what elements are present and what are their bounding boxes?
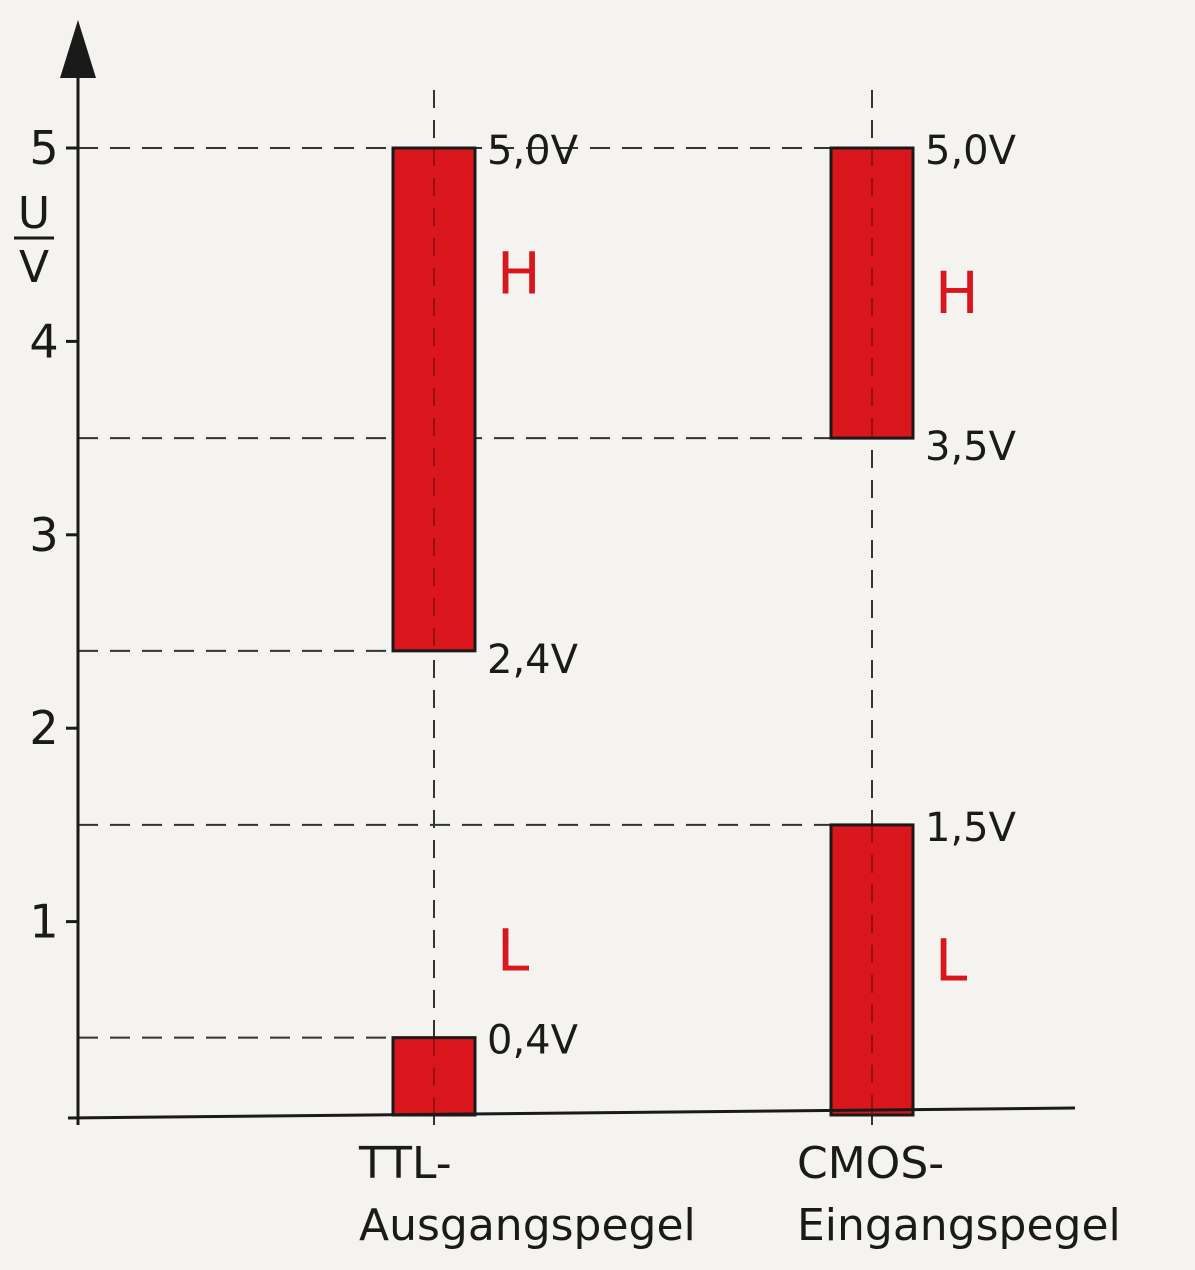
range-high-label: 5,0V [925,128,1017,174]
range-low-label: 2,4V [487,637,579,683]
level-label-h: H [935,259,979,327]
category-label-line1: CMOS- [797,1138,944,1189]
y-axis-unit: U V [14,188,54,293]
y-tick-label: 4 [29,314,58,368]
category-label-line2: Eingangspegel [797,1200,1121,1251]
range-high-label: 1,5V [925,805,1017,851]
level-label-l: L [935,926,967,994]
level-labels: H L H L [497,240,979,995]
y-tick-label: 3 [29,508,58,562]
y-ticks: 1 2 3 4 5 [29,121,78,949]
range-high-label: 0,4V [487,1018,579,1064]
y-tick-label: 1 [29,895,58,949]
y-axis-unit-label: V [19,242,49,293]
y-axis-label: U [18,188,50,239]
x-axis-line [67,1106,1076,1120]
y-axis-arrow-icon [60,20,96,78]
value-labels: 5,0V 2,4V 0,4V 5,0V 3,5V 1,5V [487,128,1017,1064]
range-high-label: 5,0V [487,128,579,174]
y-tick-label: 5 [29,121,58,175]
category-label-line2: Ausgangspegel [359,1200,696,1251]
category-labels: TTL- Ausgangspegel CMOS- Eingangspegel [358,1138,1121,1251]
category-label-line1: TTL- [358,1138,452,1189]
range-low-label: 3,5V [925,424,1017,470]
axes [60,20,1076,1125]
range-bar-h [829,146,915,440]
bars [391,146,915,1117]
level-label-h: H [497,240,541,308]
y-tick-label: 2 [29,701,58,755]
level-label-l: L [497,917,529,985]
